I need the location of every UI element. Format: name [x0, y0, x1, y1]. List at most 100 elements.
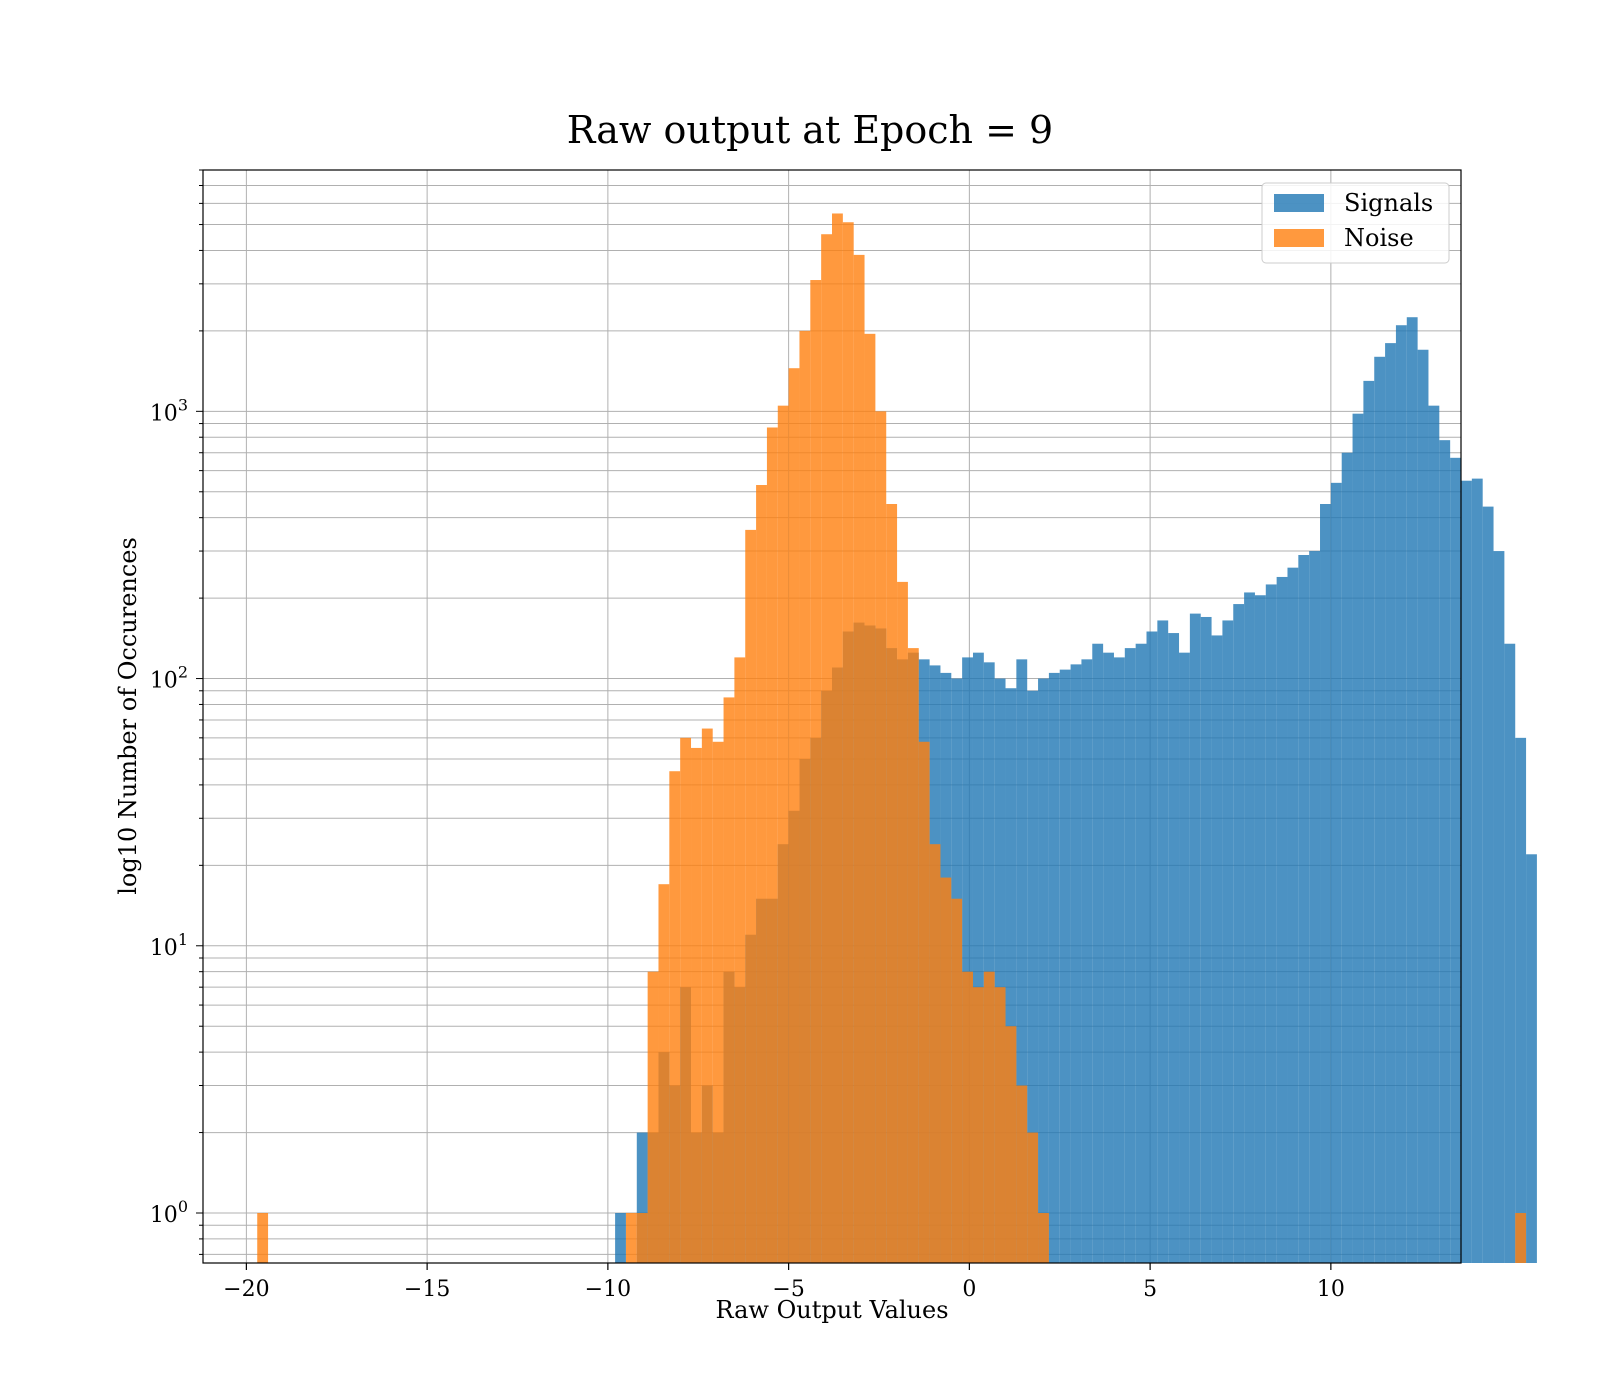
noise-bar: [777, 405, 789, 1263]
signals-bar: [1048, 672, 1060, 1263]
noise-bar: [853, 254, 865, 1264]
signals-bar: [1341, 452, 1353, 1264]
x-tick-label: 10: [1317, 1277, 1345, 1302]
signals-bar: [1482, 506, 1494, 1263]
signals-bar: [1211, 635, 1223, 1263]
noise-bar: [907, 648, 919, 1263]
signals-bar: [1309, 551, 1321, 1263]
signals-bar: [1027, 690, 1039, 1263]
signals-bar: [1515, 737, 1527, 1263]
y-tick-label: 102: [150, 663, 188, 694]
noise-bar: [983, 971, 995, 1263]
signals-bar: [1254, 595, 1266, 1263]
signals-bar: [1298, 554, 1310, 1263]
signals-bar: [1200, 616, 1212, 1263]
noise-bar: [788, 368, 800, 1263]
signals-bar: [1113, 657, 1125, 1263]
noise-bar: [962, 971, 973, 1263]
noise-bar: [257, 1213, 269, 1263]
signals-bar: [1493, 551, 1505, 1263]
signals-bar: [1092, 643, 1104, 1263]
noise-bar: [647, 971, 659, 1263]
x-tick-label: −15: [404, 1277, 450, 1302]
signals-bar: [1450, 457, 1461, 1264]
noise-bar: [864, 333, 876, 1263]
signals-bar: [1222, 620, 1234, 1263]
noise-bar: [701, 728, 713, 1263]
signals-bar: [1374, 356, 1386, 1263]
noise-bar: [842, 222, 854, 1263]
signals-bar: [1189, 613, 1201, 1263]
noise-bar: [951, 898, 963, 1263]
signals-bar: [1504, 643, 1516, 1263]
noise-bar: [723, 697, 735, 1263]
noise-bar: [691, 747, 702, 1263]
signals-bar: [1103, 652, 1114, 1263]
signals-bar: [1385, 343, 1396, 1264]
bars: [257, 213, 1537, 1264]
noise-bar: [821, 234, 832, 1264]
signals-bar: [1146, 631, 1158, 1263]
signals-bar: [962, 657, 973, 1263]
signals-bar: [1005, 688, 1017, 1263]
y-tick-label: 101: [150, 930, 188, 961]
signals-bar: [1265, 584, 1277, 1263]
y-axis-label: log10 Number of Occurences: [114, 537, 142, 895]
y-tick-label: 100: [150, 1197, 188, 1228]
signals-bar: [983, 662, 995, 1263]
signals-bar: [1330, 482, 1342, 1263]
noise-bar: [940, 877, 952, 1263]
signals-bar: [1439, 440, 1451, 1263]
noise-bar: [745, 529, 757, 1263]
plot-frame: [202, 169, 1462, 1264]
noise-bar: [658, 884, 670, 1263]
x-tick-label: 0: [962, 1277, 976, 1302]
noise-bar: [636, 1213, 648, 1263]
noise-bar: [832, 213, 843, 1264]
signals-bar: [1016, 659, 1028, 1263]
x-tick-label: −10: [585, 1277, 631, 1302]
x-axis-ticks: −20 −15 −10 −5 0 5 10: [223, 1263, 1345, 1302]
signals-bar: [1179, 652, 1190, 1263]
x-tick-label: −5: [772, 1277, 804, 1302]
noise-bar: [799, 330, 811, 1263]
signals-bar: [1081, 659, 1093, 1263]
signals-bar: [1461, 480, 1472, 1263]
signals-bar: [1287, 567, 1299, 1263]
signals-bar: [1276, 576, 1288, 1263]
signals-bar: [1352, 413, 1364, 1263]
noise-bar: [1005, 1026, 1017, 1263]
signals-bar: [1124, 648, 1136, 1263]
legend-swatch-noise: [1274, 229, 1324, 247]
legend-swatch-signals: [1274, 194, 1324, 212]
noise-bar: [756, 485, 767, 1263]
signals-bar: [1363, 380, 1375, 1263]
signals-bar: [1244, 592, 1255, 1263]
y-tick-label: 103: [150, 395, 188, 426]
noise-bar: [734, 657, 746, 1263]
x-tick-label: −20: [223, 1277, 269, 1302]
signals-bar: [1168, 633, 1180, 1263]
signals-bar: [994, 678, 1006, 1263]
noise-bar: [875, 411, 887, 1263]
noise-bar: [625, 1213, 637, 1263]
legend: Signals Noise: [1261, 182, 1450, 264]
signals-bar: [1417, 349, 1429, 1263]
signals-bar: [1320, 503, 1331, 1264]
signals-bar: [1038, 678, 1049, 1263]
signals-bar: [1157, 620, 1169, 1263]
signals-bar: [1428, 405, 1440, 1263]
chart-title: Raw output at Epoch = 9: [567, 108, 1053, 152]
signals-bar: [1070, 664, 1082, 1263]
legend-label-signals: Signals: [1344, 189, 1433, 217]
signals-bar: [636, 1132, 648, 1263]
noise-bar: [897, 581, 908, 1263]
legend-label-noise: Noise: [1344, 224, 1414, 252]
y-axis-ticks: 100 101 102 103: [150, 169, 203, 1255]
noise-bar: [1027, 1132, 1039, 1263]
noise-bar: [918, 741, 930, 1263]
noise-bar: [1016, 1085, 1028, 1263]
noise-bar: [766, 427, 778, 1263]
noise-bar: [972, 987, 984, 1263]
series-noise: [257, 213, 1527, 1264]
